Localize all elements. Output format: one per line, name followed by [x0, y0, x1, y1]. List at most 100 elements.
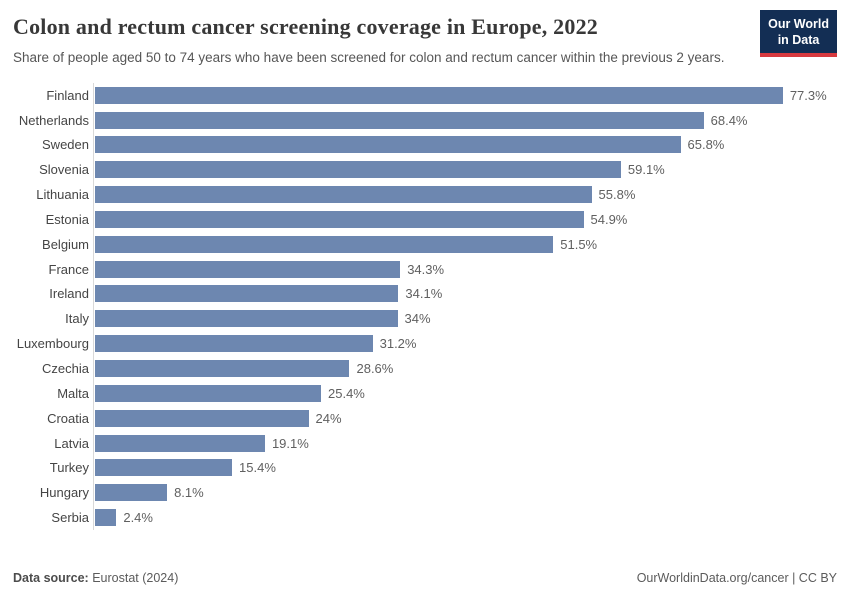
value-label: 77.3%	[789, 87, 827, 103]
attribution-link[interactable]: OurWorldinData.org/cancer | CC BY	[636, 571, 837, 585]
bar-row: Sweden 65.8%	[13, 132, 837, 158]
bar-row: Finland 77.3%	[13, 82, 837, 108]
value-label: 28.6%	[356, 361, 394, 377]
value-label: 15.4%	[239, 460, 276, 476]
country-label: Italy	[65, 311, 89, 327]
bar	[95, 459, 233, 477]
bar-row: France 34.3%	[13, 256, 837, 282]
bar	[95, 335, 373, 353]
bar-row: Hungary 8.1%	[13, 480, 837, 506]
value-label: 19.1%	[271, 435, 309, 451]
bar	[95, 186, 592, 204]
bar	[95, 235, 554, 253]
bar-row: Czechia 28.6%	[13, 356, 837, 381]
bar-row: Belgium 51.5%	[13, 231, 837, 257]
bar-row: Slovenia 59.1%	[13, 157, 837, 183]
bar-row: Lithuania 55.8%	[13, 182, 837, 208]
owid-logo-line1: Our World	[768, 17, 829, 31]
value-label: 25.4%	[328, 385, 365, 401]
value-label: 51.5%	[560, 236, 598, 252]
value-label: 31.2%	[379, 336, 417, 352]
bar-track: 34.3%	[93, 256, 837, 282]
bar	[95, 360, 350, 378]
chart-header: Colon and rectum cancer screening covera…	[0, 0, 850, 67]
country-label: Serbia	[51, 510, 89, 526]
value-label: 2.4%	[123, 510, 153, 526]
bar-track: 31.2%	[93, 331, 837, 357]
bar-track: 77.3%	[93, 82, 837, 108]
value-label: 8.1%	[174, 485, 204, 501]
value-label: 24%	[315, 410, 342, 426]
value-label: 55.8%	[598, 187, 636, 203]
bar-track: 65.8%	[93, 132, 837, 158]
bar-track: 24%	[93, 405, 837, 431]
bar	[95, 86, 783, 104]
country-label: Luxembourg	[16, 336, 89, 352]
country-label: Netherlands	[18, 112, 89, 128]
bar-row: Italy 34%	[13, 306, 837, 332]
country-label: Sweden	[42, 137, 89, 153]
country-label: Ireland	[49, 286, 89, 302]
value-label: 65.8%	[687, 137, 725, 153]
bar-row: Luxembourg 31.2%	[13, 331, 837, 357]
bar	[95, 509, 117, 527]
bar-track: 34%	[93, 306, 837, 332]
bar-track: 8.1%	[93, 480, 837, 506]
bar-track: 55.8%	[93, 182, 837, 208]
bar-row: Croatia 24%	[13, 405, 837, 431]
country-label: Czechia	[42, 361, 89, 377]
bar-track: 25.4%	[93, 380, 837, 406]
bar-row: Netherlands 68.4%	[13, 107, 837, 133]
datasource: Data source: Eurostat (2024)	[13, 571, 178, 585]
bar-chart: Finland 77.3% Netherlands 68.4% Sweden 65.8% S…	[13, 82, 837, 530]
bar-track: 2.4%	[93, 505, 837, 530]
country-label: Slovenia	[39, 162, 89, 178]
bar-row: Ireland 34.1%	[13, 281, 837, 307]
value-label: 34.3%	[407, 261, 445, 277]
chart-subtitle: Share of people aged 50 to 74 years who …	[13, 50, 725, 65]
country-label: Latvia	[54, 435, 89, 451]
bar	[95, 136, 681, 154]
bar	[95, 161, 621, 179]
datasource-label: Data source:	[13, 571, 89, 585]
bar-track: 59.1%	[93, 157, 837, 183]
bar-rows: Finland 77.3% Netherlands 68.4% Sweden 65.8% S…	[13, 82, 837, 530]
country-label: Croatia	[47, 410, 89, 426]
chart-title: Colon and rectum cancer screening covera…	[13, 14, 598, 39]
bar	[95, 384, 321, 402]
value-label: 68.4%	[710, 112, 748, 128]
bar	[95, 210, 584, 228]
country-label: France	[48, 261, 89, 277]
bar-track: 28.6%	[93, 356, 837, 381]
value-label: 34.1%	[405, 286, 443, 302]
bar-row: Malta 25.4%	[13, 380, 837, 406]
bar	[95, 409, 309, 427]
owid-logo: Our World in Data	[760, 10, 837, 57]
country-label: Malta	[57, 385, 89, 401]
bar-track: 54.9%	[93, 207, 837, 232]
bar	[95, 434, 265, 452]
datasource-value: Eurostat (2024)	[88, 571, 179, 585]
bar-row: Estonia 54.9%	[13, 207, 837, 232]
bar	[95, 484, 168, 502]
country-label: Estonia	[45, 211, 89, 227]
bar-track: 34.1%	[93, 281, 837, 307]
bar-track: 15.4%	[93, 455, 837, 481]
country-label: Lithuania	[36, 187, 89, 203]
bar-row: Serbia 2.4%	[13, 505, 837, 530]
bar	[95, 111, 704, 129]
chart-footer: Data source: Eurostat (2024) OurWorldinD…	[13, 571, 837, 585]
country-label: Hungary	[39, 485, 89, 501]
country-label: Finland	[46, 87, 89, 103]
country-label: Belgium	[42, 236, 89, 252]
value-label: 34%	[404, 311, 431, 327]
value-label: 54.9%	[590, 211, 628, 227]
bar	[95, 285, 399, 303]
bar	[95, 310, 398, 328]
bar-row: Turkey 15.4%	[13, 455, 837, 481]
country-label: Turkey	[49, 460, 89, 476]
value-label: 59.1%	[627, 162, 665, 178]
bar-row: Latvia 19.1%	[13, 430, 837, 456]
bar	[95, 260, 401, 278]
